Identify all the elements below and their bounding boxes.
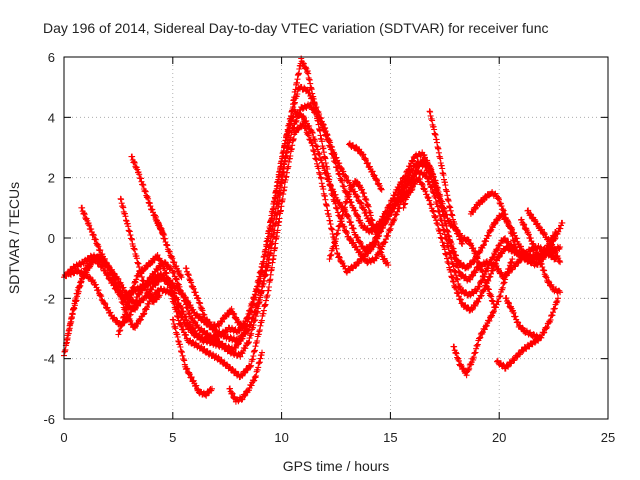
- point-markers: [182, 265, 248, 332]
- x-axis-label: GPS time / hours: [283, 458, 390, 474]
- point-markers: [226, 349, 265, 405]
- y-tick-label: 6: [48, 50, 55, 65]
- x-tick-label: 0: [60, 430, 67, 445]
- series-track-u: [518, 216, 564, 296]
- x-tick-label: 10: [274, 430, 288, 445]
- y-tick-label: -4: [43, 352, 55, 367]
- point-markers: [117, 195, 163, 306]
- x-tick-label: 15: [383, 430, 397, 445]
- x-tick-label: 25: [601, 430, 615, 445]
- point-markers: [467, 189, 520, 254]
- point-markers: [450, 256, 516, 379]
- point-markers: [346, 140, 385, 193]
- point-markers: [78, 204, 144, 313]
- point-markers: [128, 153, 168, 238]
- point-markers: [326, 177, 392, 269]
- series-track-j: [169, 316, 215, 399]
- y-tick-label: 2: [48, 171, 55, 186]
- series-track-s: [346, 140, 385, 193]
- series-track-v: [400, 156, 466, 247]
- series-track-i: [182, 265, 248, 332]
- y-tick-label: -6: [43, 412, 55, 427]
- chart-title: Day 196 of 2014, Sidereal Day-to-day VTE…: [43, 20, 549, 36]
- series-track-p: [502, 295, 542, 341]
- series-track-q: [467, 189, 520, 254]
- series-track-h: [128, 153, 168, 238]
- y-tick-label: -2: [43, 291, 55, 306]
- x-tick-label: 20: [492, 430, 506, 445]
- point-markers: [169, 316, 215, 399]
- y-tick-label: 4: [48, 110, 55, 125]
- series-track-r: [326, 177, 392, 269]
- point-markers: [400, 156, 466, 247]
- data-points: [61, 55, 566, 405]
- y-axis-label: SDTVAR / TECUs: [6, 182, 22, 294]
- plot-frame: [63, 56, 609, 420]
- point-markers: [524, 207, 564, 266]
- series-track-l: [152, 213, 185, 281]
- series-track-g: [117, 195, 163, 306]
- point-markers: [518, 216, 564, 296]
- tick-labels: 0 5 10 15 20 25 -6 -4 -2 0 2 4 6: [43, 50, 615, 445]
- y-tick-label: 0: [48, 231, 55, 246]
- series-track-f: [78, 204, 144, 313]
- point-markers: [502, 295, 542, 341]
- series-track-t: [524, 207, 564, 266]
- series-track-n: [450, 256, 516, 379]
- series-track-k: [226, 349, 265, 405]
- x-tick-label: 5: [169, 430, 176, 445]
- point-markers: [152, 213, 185, 281]
